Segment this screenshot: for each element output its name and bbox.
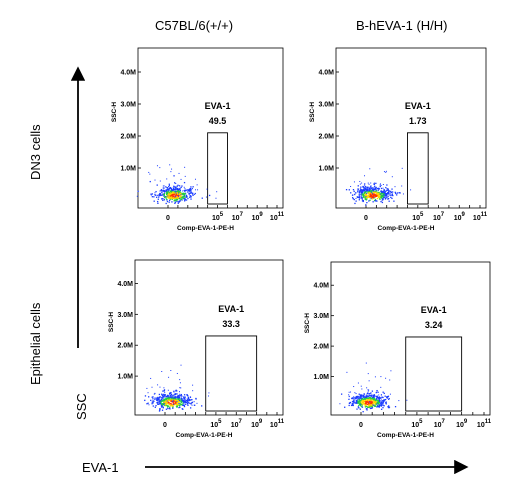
scatter-panel-1: 1.0M 2.0M 3.0M 4.0M 0 105 107 109 1011 Comp-EVA-1… [111, 47, 285, 232]
x-tick-label: 105 [212, 212, 224, 222]
y-tick-label: 2.0M [120, 134, 136, 141]
x-axis-label: Comp-EVA-1-PE-H [176, 432, 233, 439]
gate-rectangle [407, 132, 429, 205]
x-tick-label: 107 [231, 419, 243, 429]
plot-frame [134, 259, 284, 416]
column-title-humanized: B-hEVA-1 (H/H) [356, 18, 448, 33]
gate-rectangle [205, 335, 258, 412]
x-tick-label: 107 [433, 212, 445, 222]
x-tick-label: 0 [163, 422, 167, 429]
x-tick-label: 105 [412, 212, 424, 222]
y-axis-label: SSC-H [309, 102, 316, 123]
x-tick-label: 107 [232, 212, 244, 222]
x-tick-label: 105 [411, 419, 423, 429]
scatter-panel-4: 1.0M 2.0M 3.0M 4.0M 0 105 107 109 1011 Comp-EVA-1… [304, 261, 492, 439]
x-tick-label: 1011 [270, 212, 285, 222]
y-tick-label: 3.0M [120, 102, 136, 109]
y-tick-label: 3.0M [318, 102, 334, 109]
gate-name-label: EVA-1 [421, 305, 447, 315]
x-tick-label: 0 [359, 422, 363, 429]
x-tick-label: 1011 [270, 419, 285, 429]
gate-percent-label: 3.24 [425, 320, 443, 330]
event-density-cloud [339, 362, 408, 413]
gate-rectangle [207, 132, 228, 205]
event-density-cloud [144, 364, 210, 412]
plot-frame [330, 261, 491, 416]
gate-rectangle [405, 336, 463, 412]
y-axis-label: SSC-H [304, 313, 311, 334]
x-tick-label: 1011 [477, 419, 492, 429]
x-tick-label: 105 [210, 419, 222, 429]
y-tick-label: 2.0M [313, 344, 329, 351]
plot-frame [137, 47, 284, 209]
x-tick-label: 1011 [473, 212, 488, 222]
x-axis-label: Comp-EVA-1-PE-H [378, 225, 435, 232]
x-axis-title: EVA-1 [82, 460, 119, 475]
y-tick-label: 1.0M [318, 166, 334, 173]
y-tick-label: 4.0M [318, 70, 334, 77]
y-tick-label: 4.0M [313, 283, 329, 290]
y-tick-label: 4.0M [117, 281, 133, 288]
event-density-cloud [136, 164, 218, 205]
scatter-panel-3: 1.0M 2.0M 3.0M 4.0M 0 105 107 109 1011 Comp-EVA-1… [108, 259, 285, 439]
x-tick-label: 0 [166, 215, 170, 222]
gate-percent-label: 49.5 [209, 116, 227, 126]
y-tick-label: 2.0M [318, 134, 334, 141]
y-tick-label: 3.0M [117, 312, 133, 319]
x-tick-label: 0 [364, 215, 368, 222]
gate-percent-label: 1.73 [409, 116, 427, 126]
y-tick-label: 1.0M [120, 166, 136, 173]
y-tick-label: 1.0M [313, 374, 329, 381]
x-axis-label: Comp-EVA-1-PE-H [377, 432, 434, 439]
y-tick-label: 4.0M [120, 70, 136, 77]
y-axis-label: SSC-H [108, 312, 115, 333]
x-tick-label: 109 [252, 212, 264, 222]
x-tick-label: 107 [434, 419, 446, 429]
gate-name-label: EVA-1 [205, 101, 231, 111]
x-tick-label: 109 [456, 419, 468, 429]
scatter-panel-2: 1.0M 2.0M 3.0M 4.0M 0 105 107 109 1011 Comp-EVA-1… [309, 47, 488, 232]
plot-frame [335, 47, 487, 209]
x-axis-label: Comp-EVA-1-PE-H [177, 225, 234, 232]
y-tick-label: 2.0M [117, 343, 133, 350]
y-tick-label: 3.0M [313, 313, 329, 320]
event-density-cloud [345, 167, 412, 206]
x-tick-label: 109 [251, 419, 263, 429]
y-axis-label: SSC-H [111, 102, 118, 123]
y-tick-label: 1.0M [117, 374, 133, 381]
gate-name-label: EVA-1 [405, 101, 431, 111]
gate-percent-label: 33.3 [222, 319, 240, 329]
panels-group: 1.0M 2.0M 3.0M 4.0M 0 105 107 109 1011 Comp-EVA-1… [108, 47, 492, 439]
x-tick-label: 109 [454, 212, 466, 222]
column-title-wildtype: C57BL/6(+/+) [155, 18, 234, 33]
gate-name-label: EVA-1 [218, 304, 244, 314]
